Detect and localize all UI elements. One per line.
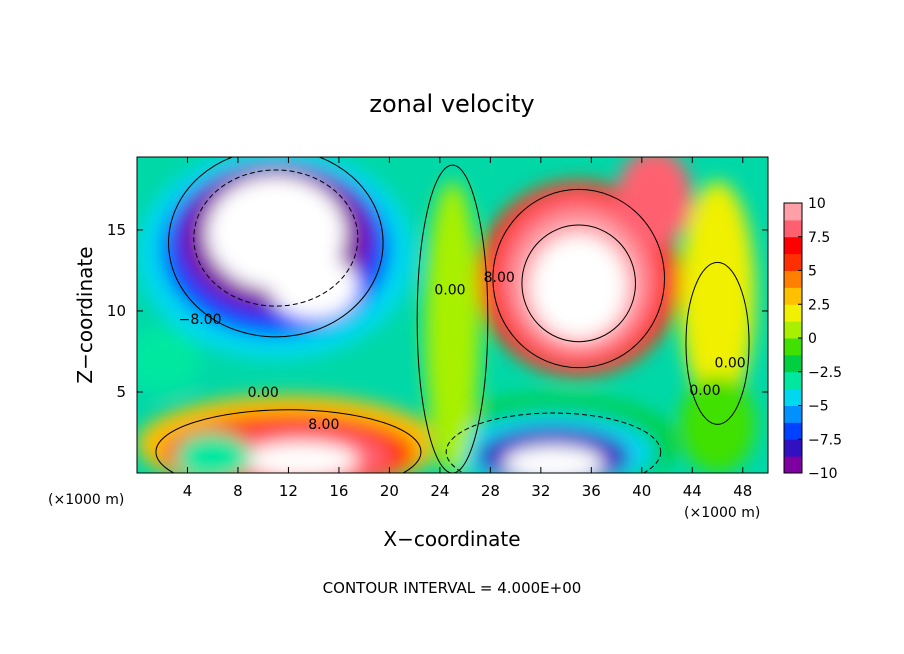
field-region-13: [244, 442, 358, 473]
colorbar-swatch-14: [784, 219, 802, 238]
velocity-field: [137, 157, 756, 473]
colorbar-tick-label-1: 7.5: [808, 230, 830, 246]
colorbar-swatch-10: [784, 287, 802, 305]
colorbar-tick-label-4: 0: [808, 331, 817, 347]
contour-interval-note: CONTOUR INTERVAL = 4.000E+00: [323, 579, 582, 597]
x-tick-label-6: 28: [481, 482, 500, 500]
field-region-18: [424, 181, 481, 473]
plot-area: [137, 157, 768, 473]
x-tick-label-4: 20: [380, 482, 399, 500]
colorbar-swatch-8: [784, 321, 802, 339]
x-tick-label-0: 4: [183, 482, 193, 500]
contour-line-2: [492, 188, 666, 369]
x-tick-label-2: 12: [279, 482, 298, 500]
colorbar-swatch-4: [784, 388, 802, 406]
x-tick-label-1: 8: [233, 482, 243, 500]
colorbar-tick-label-7: −7.5: [808, 432, 842, 448]
x-tick-label-7: 32: [531, 482, 550, 500]
y-tick-label-0: 5: [116, 383, 126, 401]
contour-line-4: [155, 409, 422, 473]
field-region-17: [502, 445, 604, 473]
x-tick-label-11: 48: [733, 482, 752, 500]
contour-label-6: 0.00: [715, 356, 746, 372]
field-region-8: [530, 234, 627, 339]
field-region-4: [269, 254, 358, 320]
contour-line-5: [445, 412, 662, 473]
colorbar-swatch-15: [784, 203, 802, 221]
y-tick-label-1: 10: [107, 302, 126, 320]
contour-label-2: 8.00: [308, 417, 339, 433]
colorbar: 10 7.5 5 2.5 0 −2.5 −5 −7.5 −10: [783, 196, 842, 482]
colorbar-swatch-5: [784, 371, 802, 390]
colorbar-swatch-6: [784, 354, 802, 373]
y-axis: 5 10 15: [107, 221, 768, 401]
colorbar-swatch-1: [784, 439, 802, 457]
contour-line-0: [168, 157, 384, 338]
contour-line-1: [193, 169, 359, 307]
x-tick-label-8: 36: [582, 482, 601, 500]
colorbar-tick-label-5: −2.5: [808, 365, 842, 381]
colorbar-tick-label-2: 5: [808, 264, 817, 280]
contour-line-7: [685, 261, 750, 425]
colorbar-tick-label-0: 10: [808, 196, 826, 212]
x-units-label: (×1000 m): [48, 492, 124, 508]
colorbar-swatch-11: [784, 270, 802, 288]
y-axis-label: Z−coordinate: [73, 246, 97, 383]
x-tick-label-3: 16: [329, 482, 348, 500]
colorbar-swatch-13: [784, 236, 802, 255]
colorbar-tick-label-3: 2.5: [808, 297, 830, 313]
y-tick-label-2: 15: [107, 221, 126, 239]
contour-lines: [155, 157, 750, 473]
field-region-22: [174, 432, 251, 473]
contour-label-3: 0.00: [434, 283, 465, 299]
x-units-label-right: (×1000 m): [684, 505, 760, 521]
field-region-9: [616, 157, 693, 247]
contour-labels: −8.00 0.00 8.00 0.00 8.00 0.00 0.00: [179, 270, 746, 433]
x-axis-label: X−coordinate: [383, 527, 520, 551]
x-tick-label-9: 40: [632, 482, 651, 500]
contour-label-4: 8.00: [484, 270, 515, 286]
field-region-21: [137, 327, 201, 392]
colorbar-tick-label-8: −10: [808, 466, 838, 482]
x-axis: 4 8 12 16 20 24 28 32 36 40 44 48: [183, 157, 752, 500]
x-tick-label-10: 44: [683, 482, 702, 500]
field-region-19: [679, 181, 756, 409]
contour-line-3: [521, 224, 636, 343]
colorbar-swatch-3: [784, 405, 802, 423]
x-tick-label-5: 24: [430, 482, 449, 500]
chart-title: zonal velocity: [369, 90, 534, 118]
colorbar-swatch-9: [784, 304, 802, 322]
colorbar-swatch-7: [784, 338, 802, 356]
contour-label-5: 0.00: [689, 383, 720, 399]
colorbar-tick-label-6: −5: [808, 399, 829, 415]
colorbar-swatch-2: [784, 422, 802, 440]
contour-label-1: 0.00: [248, 385, 279, 401]
plot-frame: [136, 156, 769, 474]
colorbar-swatch-12: [784, 253, 802, 271]
colorbar-swatch-0: [784, 456, 802, 474]
contour-label-0: −8.00: [179, 312, 222, 328]
